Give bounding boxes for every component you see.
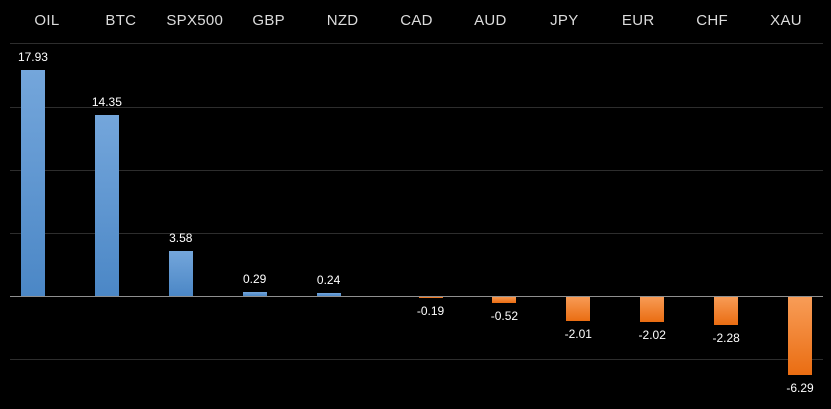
negative-bar-jpy [566,296,591,322]
value-label: -0.52 [490,308,519,323]
category-label: SPX500 [166,12,224,29]
value-label: 14.35 [91,94,122,109]
negative-bar-cad [418,296,443,299]
positive-bar-btc [94,114,119,296]
negative-bar-xau [788,296,813,376]
category-label: GBP [252,12,285,29]
category-label: CHF [696,12,728,29]
gridline [10,232,823,234]
zero-baseline [10,295,823,297]
value-label: 17.93 [17,49,48,64]
category-label: JPY [550,12,579,29]
gridline [10,169,823,171]
negative-bar-chf [714,296,739,325]
gridline [10,359,823,361]
value-label: 0.24 [316,272,341,287]
category-label: BTC [105,12,137,29]
value-label: -0.19 [416,304,445,319]
value-label: -6.29 [786,381,814,396]
value-label: 3.58 [169,230,193,245]
negative-bar-eur [640,296,665,322]
value-label: -2.02 [638,327,666,342]
category-label: EUR [621,12,655,29]
category-label: XAU [770,12,802,29]
gridline [10,43,823,45]
value-label: 0.29 [242,272,267,287]
value-label: -2.28 [712,330,740,345]
positive-bar-oil [20,69,45,296]
category-label: CAD [400,12,433,29]
gridline [10,106,823,108]
negative-bar-aud [492,296,517,303]
category-label: AUD [474,12,507,29]
category-label: NZD [326,12,359,29]
category-label: OIL [34,12,60,29]
positive-bar-spx500 [168,250,193,296]
value-label: -2.01 [564,327,592,342]
positive-bar-gbp [242,292,267,296]
positive-bar-nzd [316,292,341,296]
